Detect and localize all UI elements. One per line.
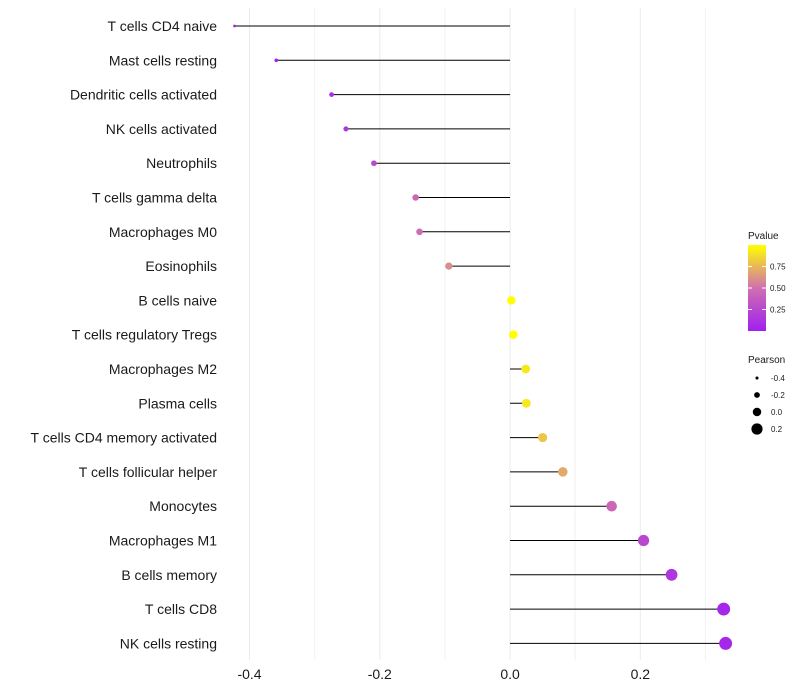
pearson-legend: Pearson -0.4 -0.2 0.0 0.2 (748, 355, 785, 435)
lollipop-dot: Eosinophils: -0.094 (445, 262, 453, 270)
pearson-legend-title: Pearson (748, 355, 785, 366)
category-label: T cells CD4 memory activated (31, 430, 217, 446)
category-label: Macrophages M1 (109, 533, 217, 549)
lollipop-dot: Macrophages M1: 0.205 (637, 534, 650, 547)
lollipop-dot: B cells naive: 0.002 (507, 296, 516, 305)
pearson-legend-dot (751, 423, 763, 435)
lollipop-dot: Mast cells resting: -0.359 (274, 58, 279, 63)
lollipop-dot: Macrophages M2: 0.024 (521, 364, 531, 374)
lollipop-dot: Monocytes: 0.156 (606, 500, 617, 512)
category-label: Mast cells resting (109, 52, 217, 68)
pearson-legend-label: -0.4 (771, 374, 785, 383)
lollipop-dot: NK cells resting: 0.331 (719, 636, 733, 650)
pearson-legend-label: 0.0 (771, 408, 783, 417)
pearson-legend-dot (752, 407, 762, 417)
x-tick-label: -0.4 (237, 666, 261, 682)
pearson-legend-dot (754, 392, 760, 398)
lollipop-dot: Dendritic cells activated: -0.274 (329, 92, 334, 97)
category-label: T cells gamma delta (92, 190, 217, 206)
pearson-legend-label: 0.2 (771, 425, 783, 434)
lollipop-dot: B cells memory: 0.248 (665, 568, 678, 581)
lollipop-dot: T cells regulatory Tregs: 0.005 (509, 330, 518, 339)
category-label: T cells follicular helper (79, 464, 218, 480)
category-label: T cells CD4 naive (108, 18, 218, 34)
category-label: Macrophages M2 (109, 361, 217, 377)
category-label: B cells memory (121, 567, 217, 583)
category-label: Eosinophils (145, 258, 217, 274)
pvalue-tick-label: 0.25 (770, 306, 786, 315)
x-tick-label: 0.2 (631, 666, 651, 682)
category-label: NK cells resting (120, 635, 217, 651)
lollipop-dot: NK cells activated: -0.252 (343, 126, 349, 132)
category-label: T cells regulatory Tregs (72, 327, 217, 343)
lollipop-dot: T cells CD4 naive: -0.423 (233, 24, 236, 28)
lollipop-dot: Neutrophils: -0.209 (371, 160, 377, 167)
category-label: Macrophages M0 (109, 224, 217, 240)
lollipop-dot: T cells CD8: 0.328 (717, 602, 731, 616)
category-label: Plasma cells (138, 395, 217, 411)
lollipop-dot: T cells CD4 memory activated: 0.05 (538, 433, 548, 443)
pvalue-colorbar (748, 245, 766, 331)
category-label: B cells naive (138, 292, 217, 308)
category-label: NK cells activated (106, 121, 217, 137)
x-tick-label: -0.2 (368, 666, 392, 682)
gridlines (249, 8, 706, 660)
category-label: Dendritic cells activated (70, 87, 217, 103)
category-label: Neutrophils (146, 155, 217, 171)
pvalue-legend-title: Pvalue (748, 231, 779, 242)
lollipop-dot: Macrophages M0: -0.139 (416, 228, 423, 236)
category-labels: T cells CD4 naive Mast cells resting Dendr… (31, 18, 218, 651)
pvalue-tick-label: 0.75 (770, 263, 786, 272)
pearson-legend-dot (755, 376, 759, 380)
pvalue-tick-label: 0.50 (770, 284, 786, 293)
pvalue-legend: Pvalue 0.25 0.50 0.75 (748, 231, 786, 331)
category-label: T cells CD8 (145, 601, 217, 617)
x-tick-label: 0.0 (500, 666, 520, 682)
lollipop-dot: T cells gamma delta: -0.145 (412, 194, 419, 201)
pearson-legend-label: -0.2 (771, 391, 785, 400)
stems (234, 25, 726, 644)
lollipop-dot: T cells follicular helper: 0.081 (558, 467, 568, 477)
dots: T cells CD4 naive: -0.423 Mast cells rest… (233, 24, 733, 650)
category-label: Monocytes (149, 498, 217, 514)
x-axis-ticks: -0.4 -0.2 0.0 0.2 (237, 666, 650, 682)
lollipop-dot: Plasma cells: 0.025 (521, 398, 531, 408)
